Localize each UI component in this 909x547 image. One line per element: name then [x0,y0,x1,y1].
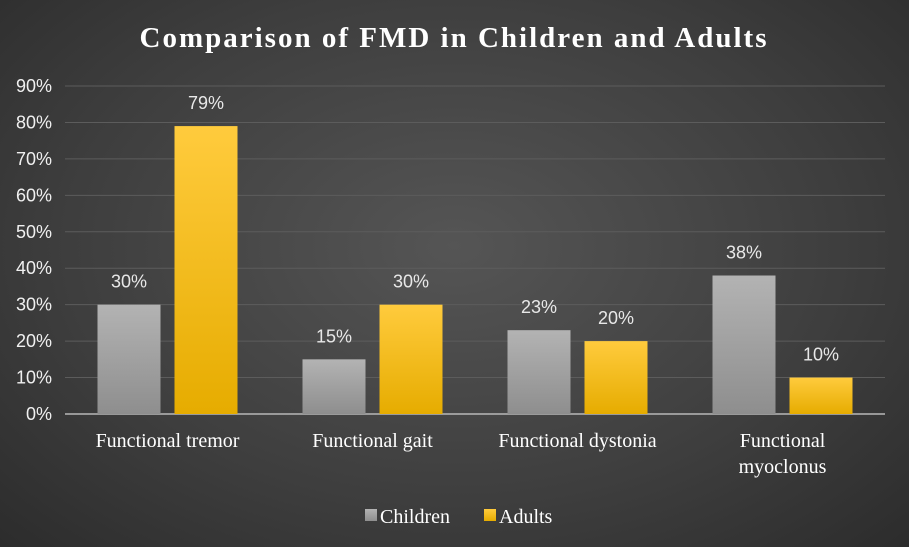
y-tick-label: 50% [16,222,52,242]
x-tick-label: Functional tremor [96,430,240,452]
data-label: 30% [393,272,429,292]
y-tick-label: 30% [16,295,52,315]
data-label: 23% [521,297,557,317]
y-tick-label: 0% [26,404,52,424]
data-label: 10% [803,345,839,365]
chart-title: Comparison of FMD in Children and Adults [140,22,769,54]
legend-swatch-children [365,509,377,521]
legend-swatch-adults [484,509,496,521]
bar-adults [789,377,853,414]
x-tick-label: myoclonus [739,456,827,478]
y-tick-label: 60% [16,185,52,205]
x-tick-label: Functional dystonia [498,430,656,452]
bar-children [302,359,366,414]
bar-children [97,304,161,414]
x-axis: Functional tremor Functional gait Function… [96,430,827,478]
y-tick-label: 70% [16,149,52,169]
y-tick-label: 10% [16,368,52,388]
data-label: 30% [111,272,147,292]
bar-children [507,330,571,414]
y-tick-label: 20% [16,331,52,351]
x-tick-label: Functional [740,430,826,452]
data-label: 15% [316,326,352,346]
legend-label: Adults [499,506,553,528]
bar-adults [174,126,238,414]
bar-adults [584,341,648,414]
x-tick-label: Functional gait [312,430,433,452]
bar-children [712,275,776,414]
data-labels: 30% 79% 15% 30% 23% 20% 38% 10% [111,93,839,364]
y-tick-label: 90% [16,76,52,96]
bars [97,126,853,414]
legend: Children Adults [365,506,553,528]
data-label: 38% [726,243,762,263]
data-label: 79% [188,93,224,113]
data-label: 20% [598,308,634,328]
y-axis: 0% 10% 20% 30% 40% 50% 60% 70% 80% 90% [16,76,52,424]
y-tick-label: 40% [16,258,52,278]
legend-label: Children [380,506,450,528]
bar-adults [379,304,443,414]
y-tick-label: 80% [16,112,52,132]
